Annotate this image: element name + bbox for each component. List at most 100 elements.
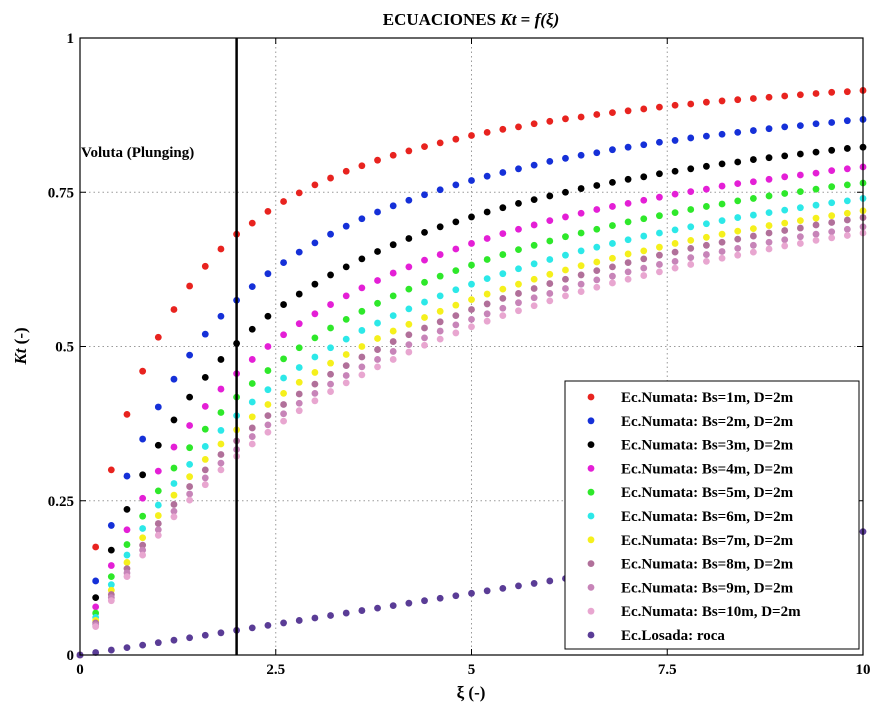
data-point [703, 233, 710, 241]
data-point [311, 380, 319, 388]
data-point [656, 170, 663, 178]
data-point [530, 275, 538, 283]
data-point [468, 306, 475, 313]
data-point [374, 346, 381, 353]
data-point [593, 276, 601, 284]
data-point [562, 115, 569, 123]
data-point [280, 259, 287, 266]
data-point [781, 173, 789, 181]
data-point [546, 280, 554, 287]
legend-marker [587, 465, 595, 472]
data-point [796, 233, 804, 241]
data-point [421, 314, 428, 321]
legend-label: Ec.Numata: Bs=3m, D=2m [621, 438, 794, 454]
data-point [264, 428, 272, 436]
data-point [515, 199, 522, 207]
data-point [781, 206, 789, 214]
data-point [703, 185, 710, 193]
data-point [828, 199, 836, 207]
data-point [342, 222, 350, 230]
data-point [327, 344, 334, 352]
data-point [671, 226, 679, 234]
data-point [154, 526, 162, 534]
data-point [264, 412, 272, 420]
data-point [718, 217, 726, 225]
data-point [139, 494, 147, 502]
data-point [405, 147, 413, 155]
data-point [828, 146, 836, 154]
data-point [687, 254, 695, 262]
data-point [217, 312, 225, 320]
data-point [656, 243, 663, 251]
data-point [562, 266, 569, 274]
data-point [734, 214, 742, 221]
data-point [327, 271, 334, 279]
data-point [311, 181, 319, 189]
data-point [640, 105, 648, 113]
data-point [828, 88, 836, 96]
data-point [718, 248, 726, 255]
data-point [139, 551, 147, 559]
data-point [201, 443, 209, 450]
data-point [170, 464, 178, 472]
data-point [170, 513, 178, 521]
data-point [170, 491, 178, 499]
data-point [342, 315, 350, 323]
data-point [436, 335, 444, 343]
data-point [217, 466, 225, 474]
data-point [515, 246, 522, 254]
data-point [562, 213, 569, 221]
data-point [154, 639, 162, 647]
data-point [107, 581, 115, 589]
data-point [139, 534, 147, 542]
data-point [718, 254, 726, 262]
data-point [154, 501, 162, 509]
data-point [342, 609, 350, 617]
data-point [123, 541, 131, 548]
data-point [765, 238, 773, 246]
x-axis-label: ξ (-) [457, 683, 486, 702]
data-point [828, 228, 836, 236]
data-point [389, 241, 397, 249]
data-point [248, 283, 256, 291]
data-point [452, 312, 460, 320]
legend-label: Ec.Numata: Bs=7m, D=2m [621, 533, 794, 549]
data-point [170, 375, 178, 383]
data-point [217, 427, 225, 434]
data-point [483, 317, 491, 325]
data-point [577, 271, 585, 279]
data-point [577, 151, 585, 159]
data-point [656, 138, 663, 146]
data-point [123, 644, 131, 651]
data-point [201, 262, 209, 270]
data-point [483, 129, 491, 136]
data-point [374, 335, 381, 342]
legend-label: Ec.Numata: Bs=9m, D=2m [621, 580, 794, 596]
data-point [499, 251, 507, 258]
data-point [812, 90, 820, 97]
data-point [248, 398, 256, 406]
data-point [765, 192, 773, 200]
data-point [671, 209, 679, 217]
data-point [546, 217, 554, 225]
data-point [186, 444, 194, 452]
data-point [248, 380, 256, 387]
data-point [170, 636, 178, 644]
data-point [499, 125, 507, 133]
data-point [123, 472, 131, 480]
data-point [843, 165, 851, 173]
data-point [796, 171, 804, 179]
data-point [577, 209, 585, 217]
data-point [264, 343, 272, 350]
data-point [640, 141, 648, 149]
data-point [123, 410, 131, 418]
data-point [843, 225, 851, 233]
data-point [358, 255, 366, 263]
data-point [703, 220, 710, 228]
data-point [295, 189, 303, 197]
data-point [781, 236, 789, 244]
legend-marker [587, 607, 595, 615]
data-point [295, 290, 303, 298]
data-point [327, 359, 334, 367]
legend-marker [587, 560, 595, 567]
